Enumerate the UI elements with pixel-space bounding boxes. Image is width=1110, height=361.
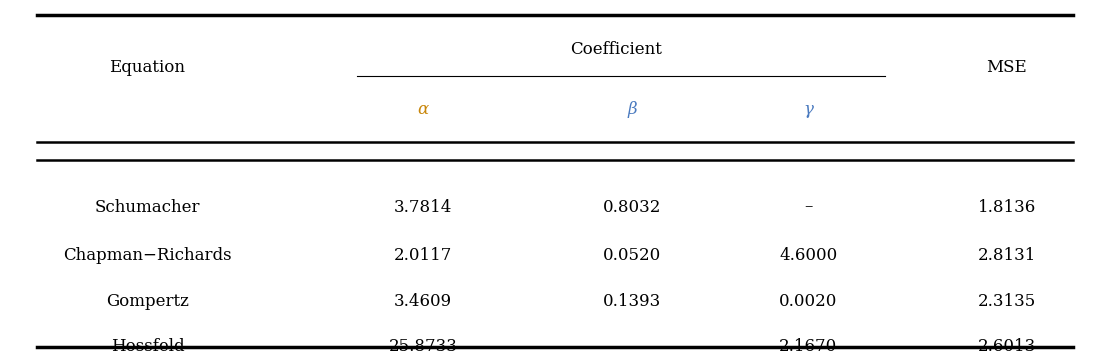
Text: 2.8131: 2.8131 [978, 248, 1036, 265]
Text: 3.7814: 3.7814 [394, 199, 452, 216]
Text: Gompertz: Gompertz [105, 293, 189, 310]
Text: –: – [628, 338, 636, 355]
Text: α: α [417, 101, 428, 118]
Text: Coefficient: Coefficient [569, 41, 662, 58]
Text: 0.8032: 0.8032 [603, 199, 662, 216]
Text: 3.4609: 3.4609 [394, 293, 452, 310]
Text: Hossfeld: Hossfeld [111, 338, 184, 355]
Text: γ: γ [804, 101, 814, 118]
Text: 4.6000: 4.6000 [779, 248, 838, 265]
Text: 0.0020: 0.0020 [779, 293, 838, 310]
Text: MSE: MSE [987, 58, 1027, 75]
Text: 2.6013: 2.6013 [978, 338, 1036, 355]
Text: 0.1393: 0.1393 [603, 293, 662, 310]
Text: –: – [805, 199, 813, 216]
Text: Chapman−Richards: Chapman−Richards [63, 248, 232, 265]
Text: Equation: Equation [110, 58, 185, 75]
Text: 2.1670: 2.1670 [779, 338, 838, 355]
Text: 1.8136: 1.8136 [978, 199, 1036, 216]
Text: 2.0117: 2.0117 [394, 248, 452, 265]
Text: 2.3135: 2.3135 [978, 293, 1036, 310]
Text: β: β [627, 101, 637, 118]
Text: Schumacher: Schumacher [94, 199, 200, 216]
Text: 0.0520: 0.0520 [603, 248, 662, 265]
Text: 25.8733: 25.8733 [388, 338, 457, 355]
